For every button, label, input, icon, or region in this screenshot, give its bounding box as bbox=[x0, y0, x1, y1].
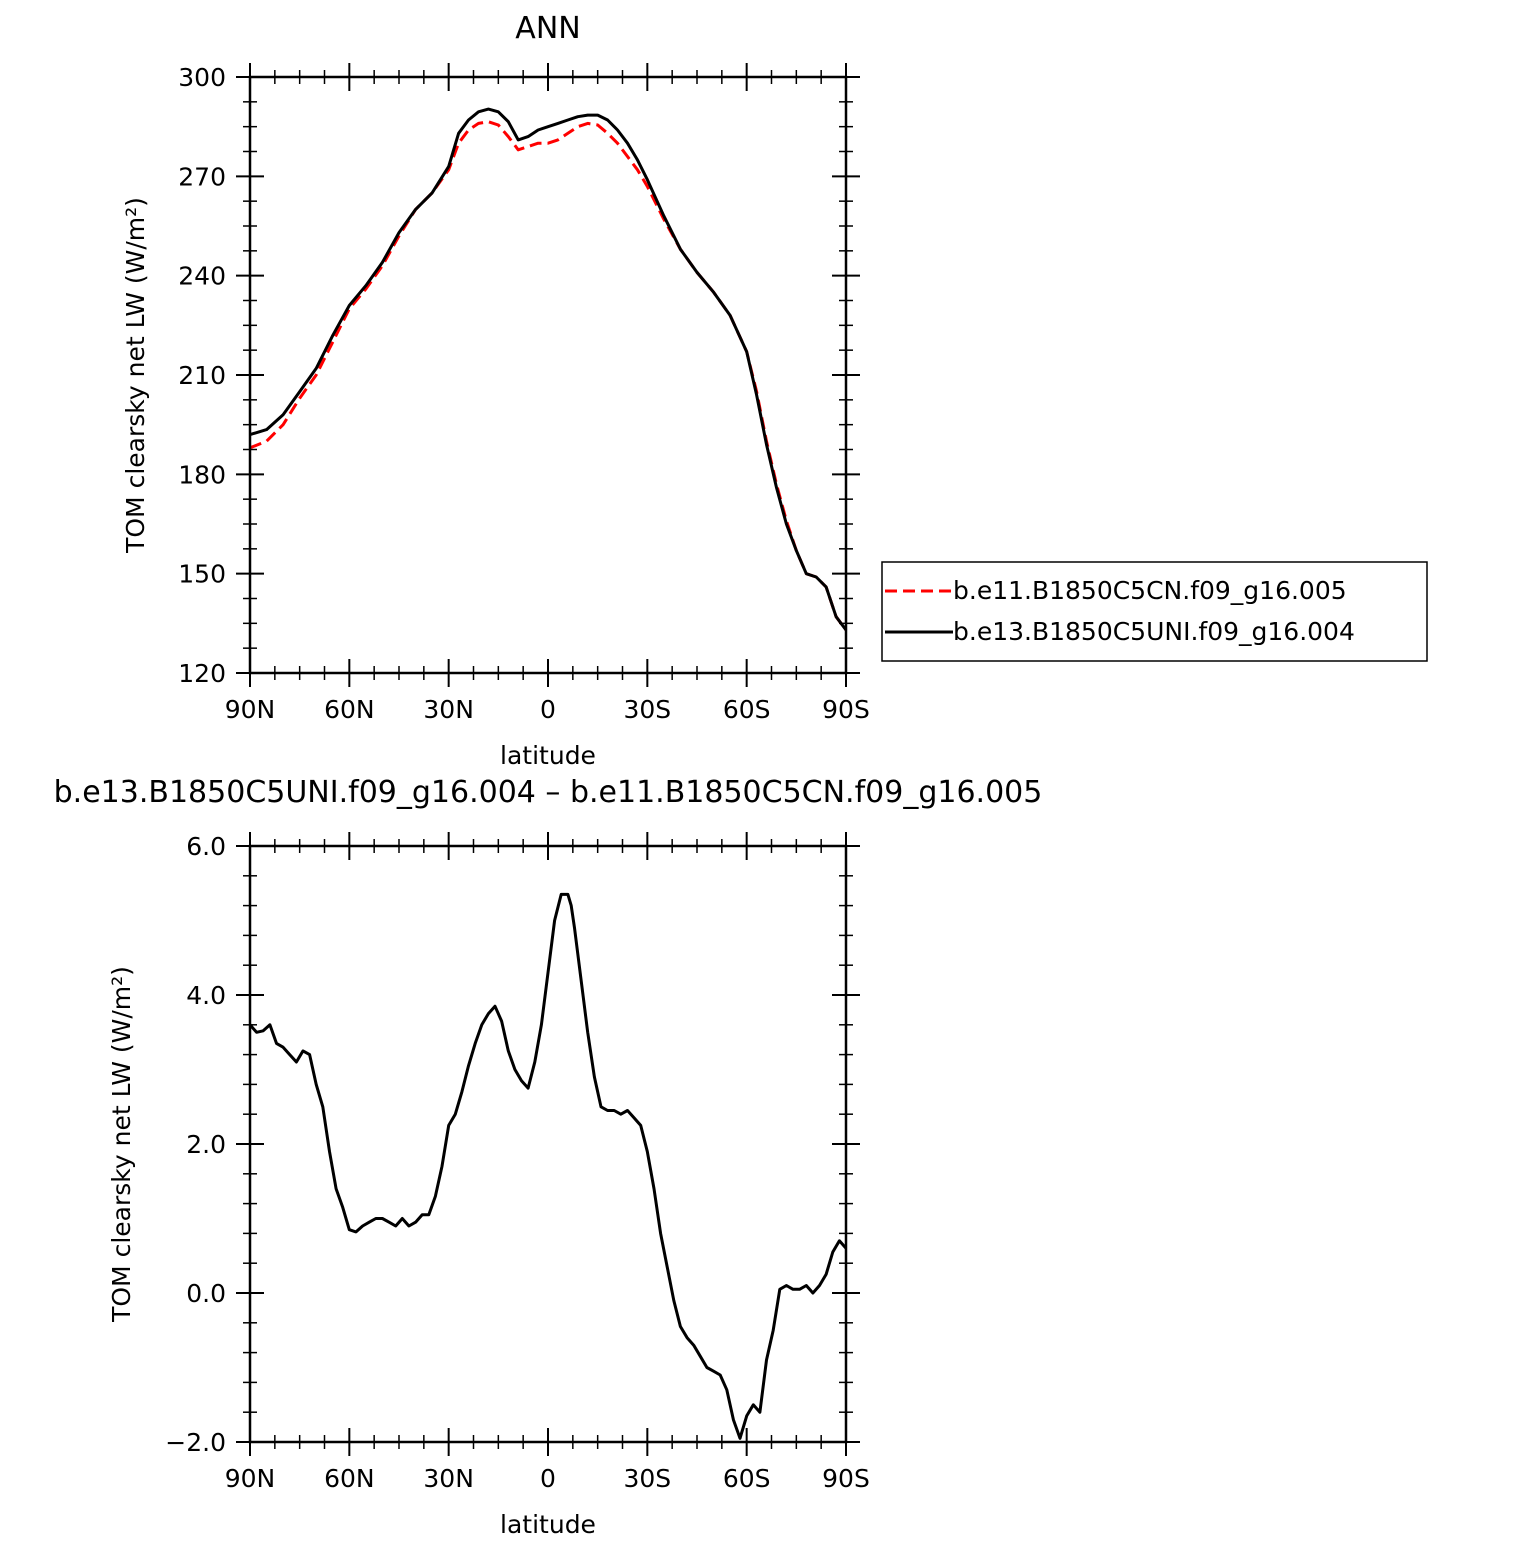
bot-x-tick-label: 30N bbox=[423, 1464, 474, 1493]
top-series-line-1 bbox=[249, 120, 848, 631]
top-x-tick-labels: 90N 60N 30N 0 30S 60S 90S bbox=[225, 695, 870, 724]
top-y-axis-title: TOM clearsky net LW (W/m²) bbox=[121, 197, 150, 554]
top-x-tick-label: 90S bbox=[822, 695, 870, 724]
top-chart-series bbox=[249, 107, 848, 631]
bot-x-tick-label: 30S bbox=[623, 1464, 671, 1493]
bottom-chart-frame bbox=[248, 844, 848, 1444]
top-y-tick-label: 180 bbox=[178, 460, 226, 489]
top-x-tick-label: 60N bbox=[324, 695, 375, 724]
top-x-tick-label: 0 bbox=[540, 695, 556, 724]
legend-label-series-2: b.e13.B1850C5UNI.f09_g16.004 bbox=[953, 617, 1355, 646]
top-chart-ticks bbox=[236, 63, 860, 687]
top-x-tick-label: 30N bbox=[423, 695, 474, 724]
bot-y-tick-label: 4.0 bbox=[186, 981, 226, 1010]
bot-x-tick-label: 90S bbox=[822, 1464, 870, 1493]
top-y-tick-label: 240 bbox=[178, 262, 226, 291]
top-y-tick-label: 210 bbox=[178, 361, 226, 390]
bot-y-tick-label: −2.0 bbox=[165, 1428, 226, 1457]
top-y-tick-label: 300 bbox=[178, 63, 226, 92]
top-chart-title: ANN bbox=[515, 11, 580, 46]
bottom-y-tick-labels: −2.0 0.0 2.0 4.0 6.0 bbox=[165, 832, 226, 1457]
bot-x-tick-label: 60N bbox=[324, 1464, 375, 1493]
top-chart-legend: b.e11.B1850C5CN.f09_g16.005 b.e13.B1850C… bbox=[881, 561, 1428, 662]
top-x-tick-label: 60S bbox=[723, 695, 771, 724]
top-y-tick-label: 120 bbox=[178, 659, 226, 688]
legend-box bbox=[881, 561, 1428, 662]
bottom-chart-series bbox=[248, 892, 848, 1440]
top-x-tick-label: 30S bbox=[623, 695, 671, 724]
bottom-x-axis-title: latitude bbox=[500, 1510, 596, 1539]
bot-x-tick-label: 60S bbox=[723, 1464, 771, 1493]
top-x-axis-title: latitude bbox=[500, 741, 596, 770]
legend-label-series-1: b.e11.B1850C5CN.f09_g16.005 bbox=[953, 576, 1347, 605]
bot-y-tick-label: 2.0 bbox=[186, 1130, 226, 1159]
top-series-line-2 bbox=[249, 107, 848, 631]
top-chart: ANN 120 150 180 210 240 270 300 90N 60N 30N 0 30S 6… bbox=[121, 11, 1428, 770]
bot-y-tick-label: 0.0 bbox=[186, 1279, 226, 1308]
top-y-tick-label: 150 bbox=[178, 560, 226, 589]
top-y-tick-label: 270 bbox=[178, 162, 226, 191]
bottom-chart: b.e13.B1850C5UNI.f09_g16.004 – b.e11.B18… bbox=[54, 775, 1043, 1539]
bot-x-tick-label: 90N bbox=[225, 1464, 276, 1493]
top-y-tick-labels: 120 150 180 210 240 270 300 bbox=[178, 63, 226, 688]
bottom-x-tick-labels: 90N 60N 30N 0 30S 60S 90S bbox=[225, 1464, 870, 1493]
top-chart-frame bbox=[248, 75, 848, 675]
bot-y-tick-label: 6.0 bbox=[186, 832, 226, 861]
bot-x-tick-label: 0 bbox=[540, 1464, 556, 1493]
bottom-chart-title: b.e13.B1850C5UNI.f09_g16.004 – b.e11.B18… bbox=[54, 775, 1043, 810]
bot-series-line-1 bbox=[248, 892, 848, 1440]
top-x-tick-label: 90N bbox=[225, 695, 276, 724]
bottom-y-axis-title: TOM clearsky net LW (W/m²) bbox=[107, 966, 136, 1323]
